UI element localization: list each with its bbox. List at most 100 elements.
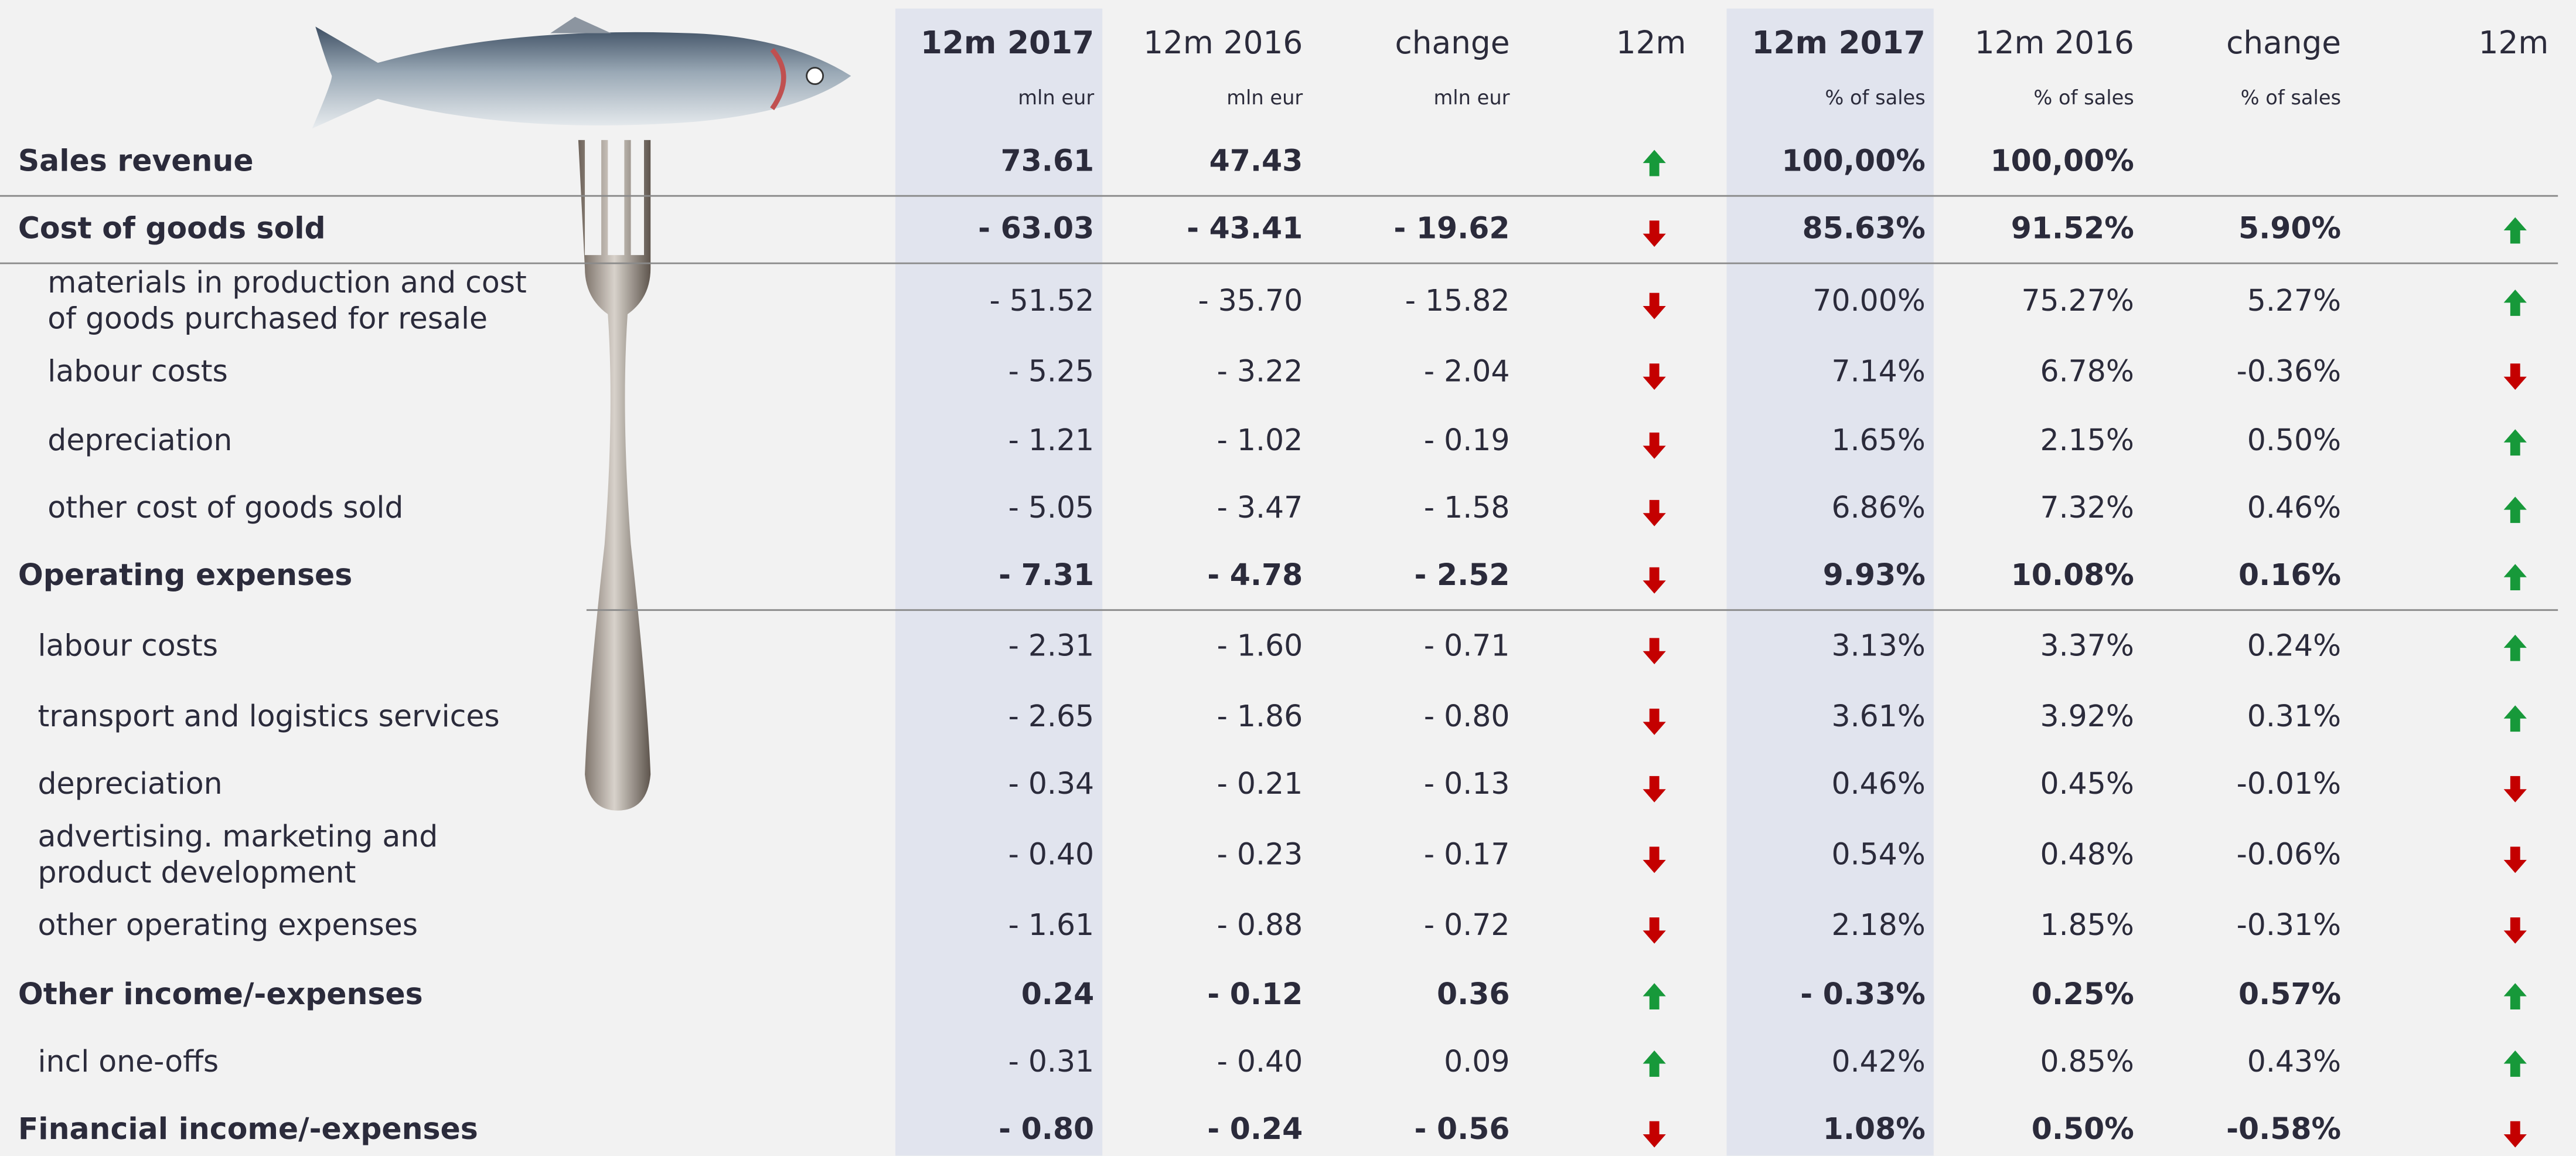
cell-value: - 0.24	[1207, 1111, 1303, 1146]
cell-value: 0.42%	[1832, 1044, 1926, 1079]
trend-arrow	[2503, 363, 2527, 390]
cell-value: 0.50%	[2032, 1111, 2134, 1146]
cell-value: 0.54%	[1832, 837, 1926, 872]
cell-value: - 1.58	[1424, 490, 1510, 525]
cell-value: - 0.71	[1424, 628, 1510, 663]
trend-arrow	[2503, 776, 2527, 803]
cell-value: 6.86%	[1832, 490, 1926, 525]
trend-arrow	[1643, 149, 1666, 176]
column-unit: % of sales	[1825, 86, 1925, 109]
trend-arrow	[2503, 497, 2527, 523]
cell-value: - 1.21	[1008, 423, 1095, 457]
cell-value: - 0.33%	[1800, 977, 1926, 1011]
cell-value: - 51.52	[989, 283, 1094, 318]
column-header: 12m 2016	[1143, 25, 1303, 61]
row-label: of goods purchased for resale	[47, 301, 488, 336]
cell-value: - 1.02	[1217, 423, 1303, 457]
cell-value: - 0.21	[1217, 766, 1303, 801]
trend-arrow	[2503, 917, 2527, 944]
cell-value: 1.85%	[2040, 907, 2134, 942]
column-unit: % of sales	[2241, 86, 2341, 109]
cell-value: 0.48%	[2040, 837, 2134, 872]
trend-arrow	[1643, 708, 1666, 735]
cell-value: - 63.03	[978, 211, 1094, 246]
cell-value: 0.16%	[2238, 557, 2341, 592]
trend-arrow	[2503, 1050, 2527, 1077]
highlight-column	[1726, 8, 1934, 1156]
row-label: incl one-offs	[38, 1044, 219, 1079]
cell-value: - 0.88	[1217, 907, 1303, 942]
cell-value: 70.00%	[1812, 283, 1925, 318]
cell-value: 0.46%	[2247, 490, 2341, 525]
cell-value: - 0.80	[1424, 699, 1510, 733]
trend-arrow	[1643, 846, 1666, 873]
column-header: 12m	[2479, 25, 2549, 61]
cell-value: 47.43	[1209, 144, 1303, 178]
trend-arrow	[1643, 293, 1666, 319]
column-unit: % of sales	[2033, 86, 2134, 109]
cell-value: 73.61	[1001, 144, 1095, 178]
cell-value: - 43.41	[1187, 211, 1303, 246]
trend-arrow	[1643, 917, 1666, 944]
trend-arrow	[2503, 1121, 2527, 1148]
cell-value: -0.31%	[2237, 907, 2341, 942]
cell-value: 2.18%	[1832, 907, 1926, 942]
row-label: Financial income/-expenses	[18, 1111, 478, 1146]
row-label: other cost of goods sold	[47, 490, 403, 525]
trend-arrow	[2503, 217, 2527, 244]
cell-value: 0.09	[1444, 1044, 1510, 1079]
cell-value: 1.08%	[1823, 1111, 1926, 1146]
cell-value: 0.57%	[2238, 977, 2341, 1011]
column-header: 12m 2017	[1752, 25, 1925, 61]
cell-value: 85.63%	[1802, 211, 1926, 246]
cell-value: 0.31%	[2247, 699, 2341, 733]
cell-value: 9.93%	[1823, 557, 1926, 592]
cell-value: - 2.65	[1008, 699, 1095, 733]
trend-arrow	[2503, 289, 2527, 316]
cell-value: -0.58%	[2226, 1111, 2341, 1146]
cell-value: - 0.31	[1008, 1044, 1095, 1079]
column-unit: mln eur	[1434, 86, 1510, 109]
cell-value: - 0.80	[999, 1111, 1094, 1146]
row-label: labour costs	[38, 628, 218, 663]
cell-value: 3.13%	[1832, 628, 1926, 663]
column-header: 12m 2016	[1975, 25, 2134, 61]
trend-arrow	[1643, 776, 1666, 803]
row-label: materials in production and cost	[47, 265, 527, 300]
trend-arrow	[1643, 1121, 1666, 1148]
cell-value: -0.01%	[2237, 766, 2341, 801]
trend-arrow	[2503, 846, 2527, 873]
trend-arrow	[1643, 432, 1666, 459]
cell-value: - 35.70	[1198, 283, 1303, 318]
cell-value: - 2.31	[1008, 628, 1095, 663]
cell-value: 10.08%	[2011, 557, 2134, 592]
cell-value: 3.92%	[2040, 699, 2134, 733]
cell-value: 7.14%	[1832, 353, 1926, 388]
fish-illustration	[312, 16, 851, 129]
cell-value: - 3.47	[1217, 490, 1303, 525]
row-label: Cost of goods sold	[18, 211, 326, 246]
cell-value: - 0.17	[1424, 837, 1510, 872]
cell-value: - 0.72	[1424, 907, 1510, 942]
cell-value: 5.27%	[2247, 283, 2341, 318]
trend-arrow	[1643, 499, 1666, 526]
cell-value: - 0.19	[1424, 423, 1510, 457]
row-label: labour costs	[47, 353, 228, 388]
trend-arrow	[1643, 1050, 1666, 1077]
cell-value: - 7.31	[999, 557, 1094, 592]
trend-arrow	[2503, 564, 2527, 591]
cell-value: -0.06%	[2237, 837, 2341, 872]
cell-value: - 0.34	[1008, 766, 1095, 801]
cell-value: - 0.12	[1207, 977, 1303, 1011]
cell-value: 3.37%	[2040, 628, 2134, 663]
row-label: depreciation	[38, 766, 222, 801]
trend-arrow	[2503, 429, 2527, 456]
cell-value: 0.45%	[2040, 766, 2134, 801]
cell-value: - 19.62	[1393, 211, 1510, 246]
cell-value: 0.24%	[2247, 628, 2341, 663]
column-unit: mln eur	[1226, 86, 1303, 109]
cell-value: 100,00%	[1991, 144, 2134, 178]
